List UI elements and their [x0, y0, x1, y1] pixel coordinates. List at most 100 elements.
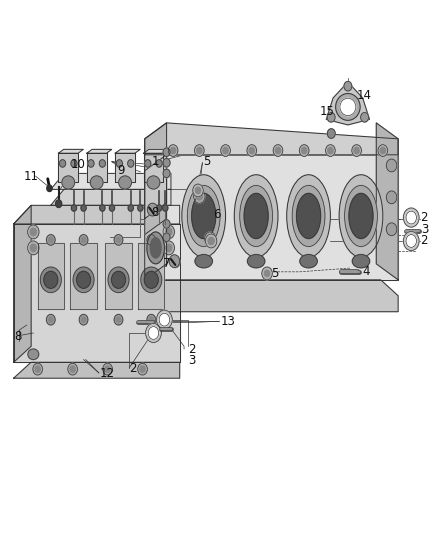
- Circle shape: [403, 208, 419, 227]
- Ellipse shape: [28, 349, 39, 360]
- Circle shape: [71, 160, 77, 167]
- Ellipse shape: [77, 271, 91, 288]
- Circle shape: [386, 223, 397, 236]
- Circle shape: [325, 144, 335, 156]
- Circle shape: [159, 313, 170, 326]
- Circle shape: [49, 317, 53, 322]
- Circle shape: [249, 147, 254, 154]
- Circle shape: [99, 160, 106, 167]
- Polygon shape: [38, 243, 64, 309]
- Circle shape: [28, 241, 39, 255]
- Circle shape: [140, 366, 145, 373]
- Circle shape: [81, 205, 86, 211]
- Circle shape: [156, 160, 162, 167]
- Circle shape: [197, 147, 202, 154]
- Circle shape: [35, 366, 40, 373]
- Circle shape: [33, 364, 42, 375]
- Text: 5: 5: [272, 267, 279, 280]
- Circle shape: [81, 237, 86, 243]
- Text: 9: 9: [118, 164, 125, 177]
- Circle shape: [166, 228, 172, 236]
- Circle shape: [60, 160, 66, 167]
- Ellipse shape: [112, 271, 126, 288]
- Polygon shape: [145, 123, 166, 280]
- Circle shape: [168, 144, 178, 156]
- Circle shape: [276, 147, 281, 154]
- Polygon shape: [14, 205, 180, 224]
- Polygon shape: [14, 362, 180, 378]
- Circle shape: [114, 314, 123, 325]
- Circle shape: [28, 225, 39, 239]
- Circle shape: [221, 144, 230, 156]
- Circle shape: [262, 267, 272, 280]
- Text: 8: 8: [14, 330, 22, 343]
- Circle shape: [328, 147, 333, 154]
- Circle shape: [79, 235, 88, 245]
- Ellipse shape: [297, 193, 321, 239]
- Circle shape: [208, 237, 214, 245]
- Circle shape: [100, 205, 105, 211]
- Circle shape: [117, 160, 123, 167]
- Polygon shape: [14, 205, 31, 362]
- Circle shape: [163, 225, 174, 239]
- Circle shape: [205, 232, 216, 246]
- Text: 3: 3: [188, 354, 196, 367]
- Circle shape: [110, 205, 115, 211]
- Circle shape: [128, 160, 134, 167]
- Text: 8: 8: [151, 206, 159, 219]
- Circle shape: [81, 317, 86, 322]
- Circle shape: [30, 244, 36, 252]
- Polygon shape: [144, 153, 163, 182]
- Circle shape: [163, 169, 170, 177]
- Ellipse shape: [147, 232, 164, 264]
- Circle shape: [171, 257, 180, 268]
- Circle shape: [378, 144, 388, 156]
- Text: 5: 5: [203, 155, 210, 168]
- Circle shape: [265, 270, 270, 277]
- Ellipse shape: [62, 176, 74, 189]
- Ellipse shape: [108, 267, 129, 293]
- Text: 2: 2: [420, 211, 427, 224]
- Circle shape: [149, 237, 153, 243]
- Circle shape: [49, 237, 53, 243]
- Circle shape: [145, 160, 151, 167]
- Circle shape: [205, 234, 217, 248]
- Circle shape: [70, 366, 75, 373]
- Text: 12: 12: [100, 367, 115, 381]
- Text: 7: 7: [163, 257, 170, 270]
- Ellipse shape: [44, 271, 58, 288]
- Text: 4: 4: [362, 265, 370, 278]
- Circle shape: [162, 205, 168, 211]
- Polygon shape: [326, 82, 370, 125]
- Circle shape: [406, 211, 417, 224]
- Circle shape: [194, 189, 205, 203]
- Circle shape: [103, 364, 113, 375]
- Circle shape: [46, 235, 55, 245]
- Circle shape: [163, 241, 174, 255]
- Circle shape: [163, 148, 170, 156]
- Ellipse shape: [144, 271, 158, 288]
- Circle shape: [360, 112, 368, 122]
- Circle shape: [147, 314, 155, 325]
- Ellipse shape: [292, 185, 325, 247]
- Circle shape: [166, 244, 172, 252]
- Circle shape: [344, 82, 352, 91]
- Circle shape: [71, 205, 77, 211]
- Polygon shape: [144, 149, 169, 153]
- Circle shape: [207, 235, 213, 243]
- Polygon shape: [138, 243, 164, 309]
- Text: 3: 3: [421, 223, 429, 236]
- Circle shape: [105, 366, 110, 373]
- Ellipse shape: [247, 255, 265, 268]
- Circle shape: [406, 235, 417, 247]
- Polygon shape: [14, 224, 180, 362]
- Text: 2: 2: [130, 362, 137, 375]
- Text: 11: 11: [23, 170, 38, 183]
- Circle shape: [156, 205, 162, 211]
- Circle shape: [163, 158, 170, 167]
- Circle shape: [117, 237, 121, 243]
- Circle shape: [147, 203, 158, 216]
- Polygon shape: [58, 153, 78, 182]
- Text: 1: 1: [151, 155, 159, 168]
- Circle shape: [386, 191, 397, 204]
